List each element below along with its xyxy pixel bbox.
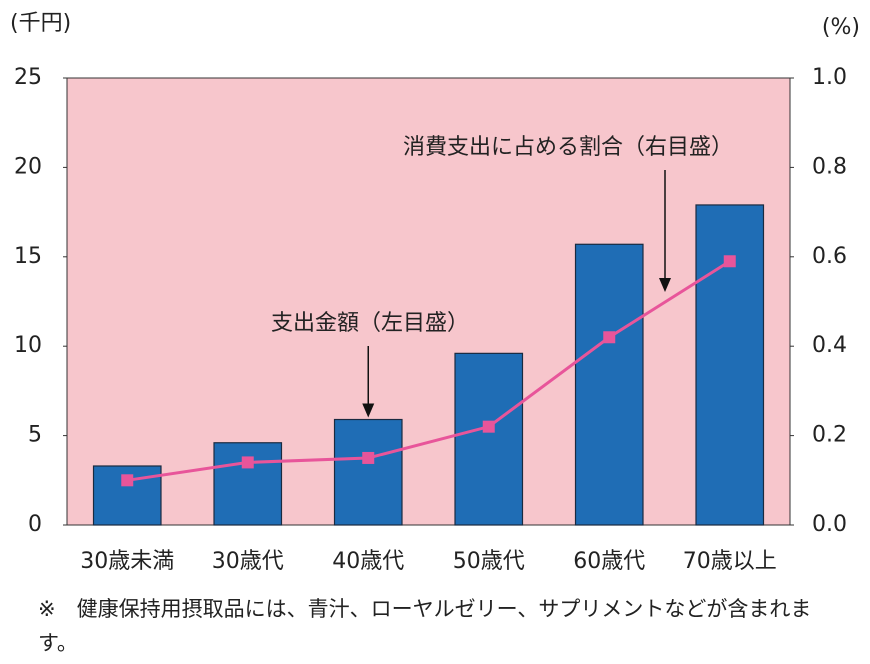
y2-tick-label: 0.2 — [812, 423, 847, 448]
bar — [574, 243, 644, 526]
footnote: ※ 健康保持用摂取品には、青汁、ローヤルゼリー、サプリメントなどが含まれます。 — [38, 597, 812, 655]
y-tick-label: 5 — [28, 423, 42, 448]
x-tick-label: 30歳代 — [212, 549, 284, 574]
y2-tick-label: 1.0 — [812, 65, 847, 90]
x-tick-label: 40歳代 — [332, 549, 404, 574]
y2-tick-label: 0.6 — [812, 244, 847, 269]
line — [127, 260, 731, 482]
y2-unit: (%) — [822, 15, 860, 40]
annotation: 消費支出に占める割合（右目盛） — [403, 135, 733, 160]
x-tick-label: 30歳未満 — [80, 549, 174, 574]
bar — [695, 204, 765, 526]
y-tick-label: 0 — [28, 512, 42, 537]
y-unit: (千円) — [10, 11, 71, 36]
y2-tick-label: 0.0 — [812, 512, 847, 537]
line-marker — [241, 456, 254, 469]
y2-tick-label: 0.8 — [812, 154, 847, 179]
line-marker — [482, 420, 495, 433]
x-tick-label: 50歳代 — [453, 549, 525, 574]
x-tick-label: 70歳以上 — [683, 549, 777, 574]
x-tick-label: 60歳代 — [573, 549, 645, 574]
plot-area — [66, 77, 791, 526]
line-marker — [362, 451, 375, 464]
annotation-arrowhead — [362, 403, 375, 418]
line-marker — [723, 255, 736, 268]
annotation-arrowhead — [659, 278, 671, 292]
y-tick-label: 20 — [14, 154, 42, 179]
chart: (千円) (%) 0 5 10 15 20 25 0.0 0.2 0.4 0.6 0.8 1.0 30歳… — [10, 11, 860, 574]
y-tick-label: 15 — [14, 244, 42, 269]
y2-tick-label: 0.4 — [812, 333, 847, 358]
line-marker — [603, 331, 616, 344]
bar — [454, 352, 524, 526]
y-tick-label: 25 — [14, 65, 42, 90]
bar — [333, 418, 403, 526]
y-tick-label: 10 — [14, 333, 42, 358]
line-marker — [121, 474, 134, 487]
annotation: 支出金額（左目盛） — [271, 311, 469, 336]
bar — [213, 442, 283, 526]
